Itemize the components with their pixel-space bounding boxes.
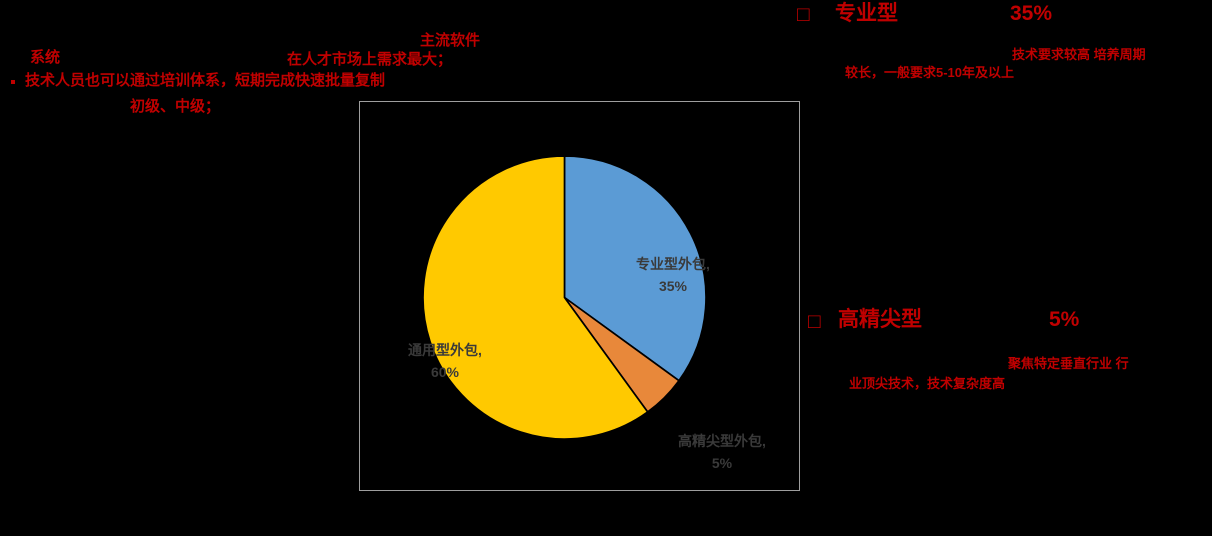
square-bullet-icon-highend: □ — [808, 310, 821, 333]
pie-chart-container: 专业型外包, 35% 通用型外包, 60% 高精尖型外包, 5% — [359, 101, 800, 491]
pie-label-general-value: 60% — [430, 363, 460, 380]
annotation-professional-percent: 35% — [1010, 2, 1053, 25]
pie-slices — [423, 156, 706, 439]
annotation-levels: 初级、中级； — [130, 98, 221, 115]
annotation-mainstream-software: 主流软件 — [420, 32, 481, 49]
pie-label-general: 通用型外包, 60% — [370, 340, 520, 383]
annotation-system: 系统 — [30, 49, 61, 66]
pie-label-general-name: 通用型外包, — [408, 342, 482, 358]
annotation-highend-percent: 5% — [1049, 308, 1080, 331]
annotation-professional-detail-line2: 较长，一般要求5-10年及以上 — [845, 65, 1015, 80]
pie-slice-general[interactable] — [423, 156, 649, 439]
annotation-professional-detail-line1: 技术要求较高 培养周期 — [1012, 47, 1146, 62]
annotation-training-replication: 技术人员也可以通过培训体系，短期完成快速批量复制 — [25, 72, 386, 89]
bullet-point-icon — [11, 80, 15, 84]
pie-label-professional: 专业型外包, 35% — [608, 254, 738, 297]
annotation-highend-title: 高精尖型 — [838, 308, 922, 331]
square-bullet-icon-professional: □ — [797, 3, 810, 26]
pie-chart-graphic — [423, 156, 706, 439]
annotation-highend-detail-line2: 业顶尖技术，技术复杂度高 — [849, 376, 1006, 391]
annotation-professional-title: 专业型 — [835, 2, 898, 25]
pie-label-highend-name: 高精尖型外包, — [678, 433, 766, 449]
pie-label-highend: 高精尖型外包, 5% — [652, 431, 792, 474]
pie-svg — [423, 156, 706, 439]
pie-label-professional-name: 专业型外包, — [636, 256, 710, 272]
annotation-highend-detail-line1: 聚焦特定垂直行业 行 — [1008, 356, 1129, 371]
pie-label-professional-value: 35% — [658, 277, 688, 294]
pie-slice-professional[interactable] — [563, 156, 707, 382]
pie-label-highend-value: 5% — [711, 454, 733, 471]
annotation-market-demand: 在人才市场上需求最大； — [287, 51, 453, 68]
